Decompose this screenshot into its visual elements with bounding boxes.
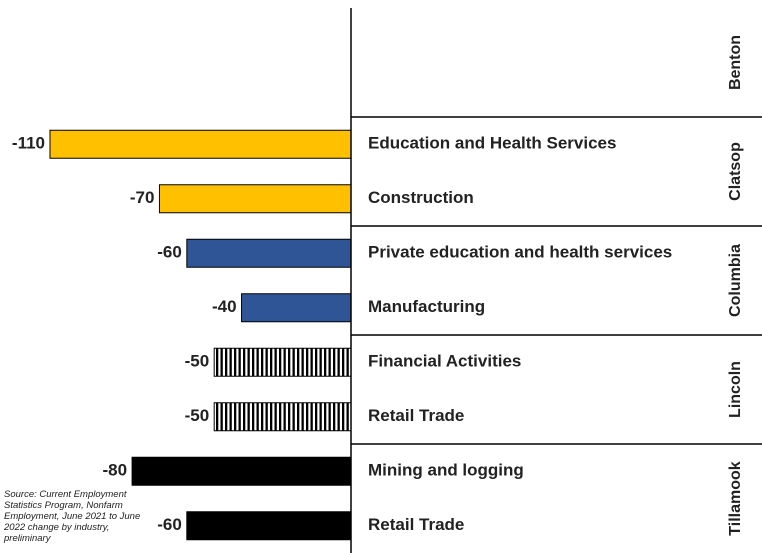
category-label: Education and Health Services	[368, 134, 616, 153]
group-label: Tillamook	[727, 461, 744, 535]
value-label: -60	[157, 515, 182, 534]
value-label: -50	[185, 352, 210, 371]
category-label: Financial Activities	[368, 352, 521, 371]
group-label: Lincoln	[727, 361, 744, 418]
bar	[213, 402, 352, 432]
value-label: -80	[103, 461, 128, 480]
category-label: Construction	[368, 188, 474, 207]
group-label: Benton	[727, 35, 744, 90]
bar	[49, 129, 352, 159]
bar	[131, 456, 352, 486]
value-label: -50	[185, 406, 210, 425]
group-label: Clatsop	[727, 142, 744, 201]
category-label: Mining and logging	[368, 461, 524, 480]
value-label: -40	[212, 297, 237, 316]
value-label: -70	[130, 188, 155, 207]
category-label: Private education and health services	[368, 243, 672, 262]
bar	[158, 184, 352, 214]
category-label: Retail Trade	[368, 406, 464, 425]
category-label: Manufacturing	[368, 297, 485, 316]
bar	[241, 293, 352, 323]
bar	[186, 238, 352, 268]
category-label: Retail Trade	[368, 515, 464, 534]
value-label: -110	[12, 134, 45, 153]
bar	[186, 511, 352, 541]
source-note: Source: Current Employment Statistics Pr…	[4, 489, 141, 544]
bar	[213, 347, 352, 377]
value-label: -60	[157, 243, 182, 262]
group-label: Columbia	[727, 244, 744, 317]
